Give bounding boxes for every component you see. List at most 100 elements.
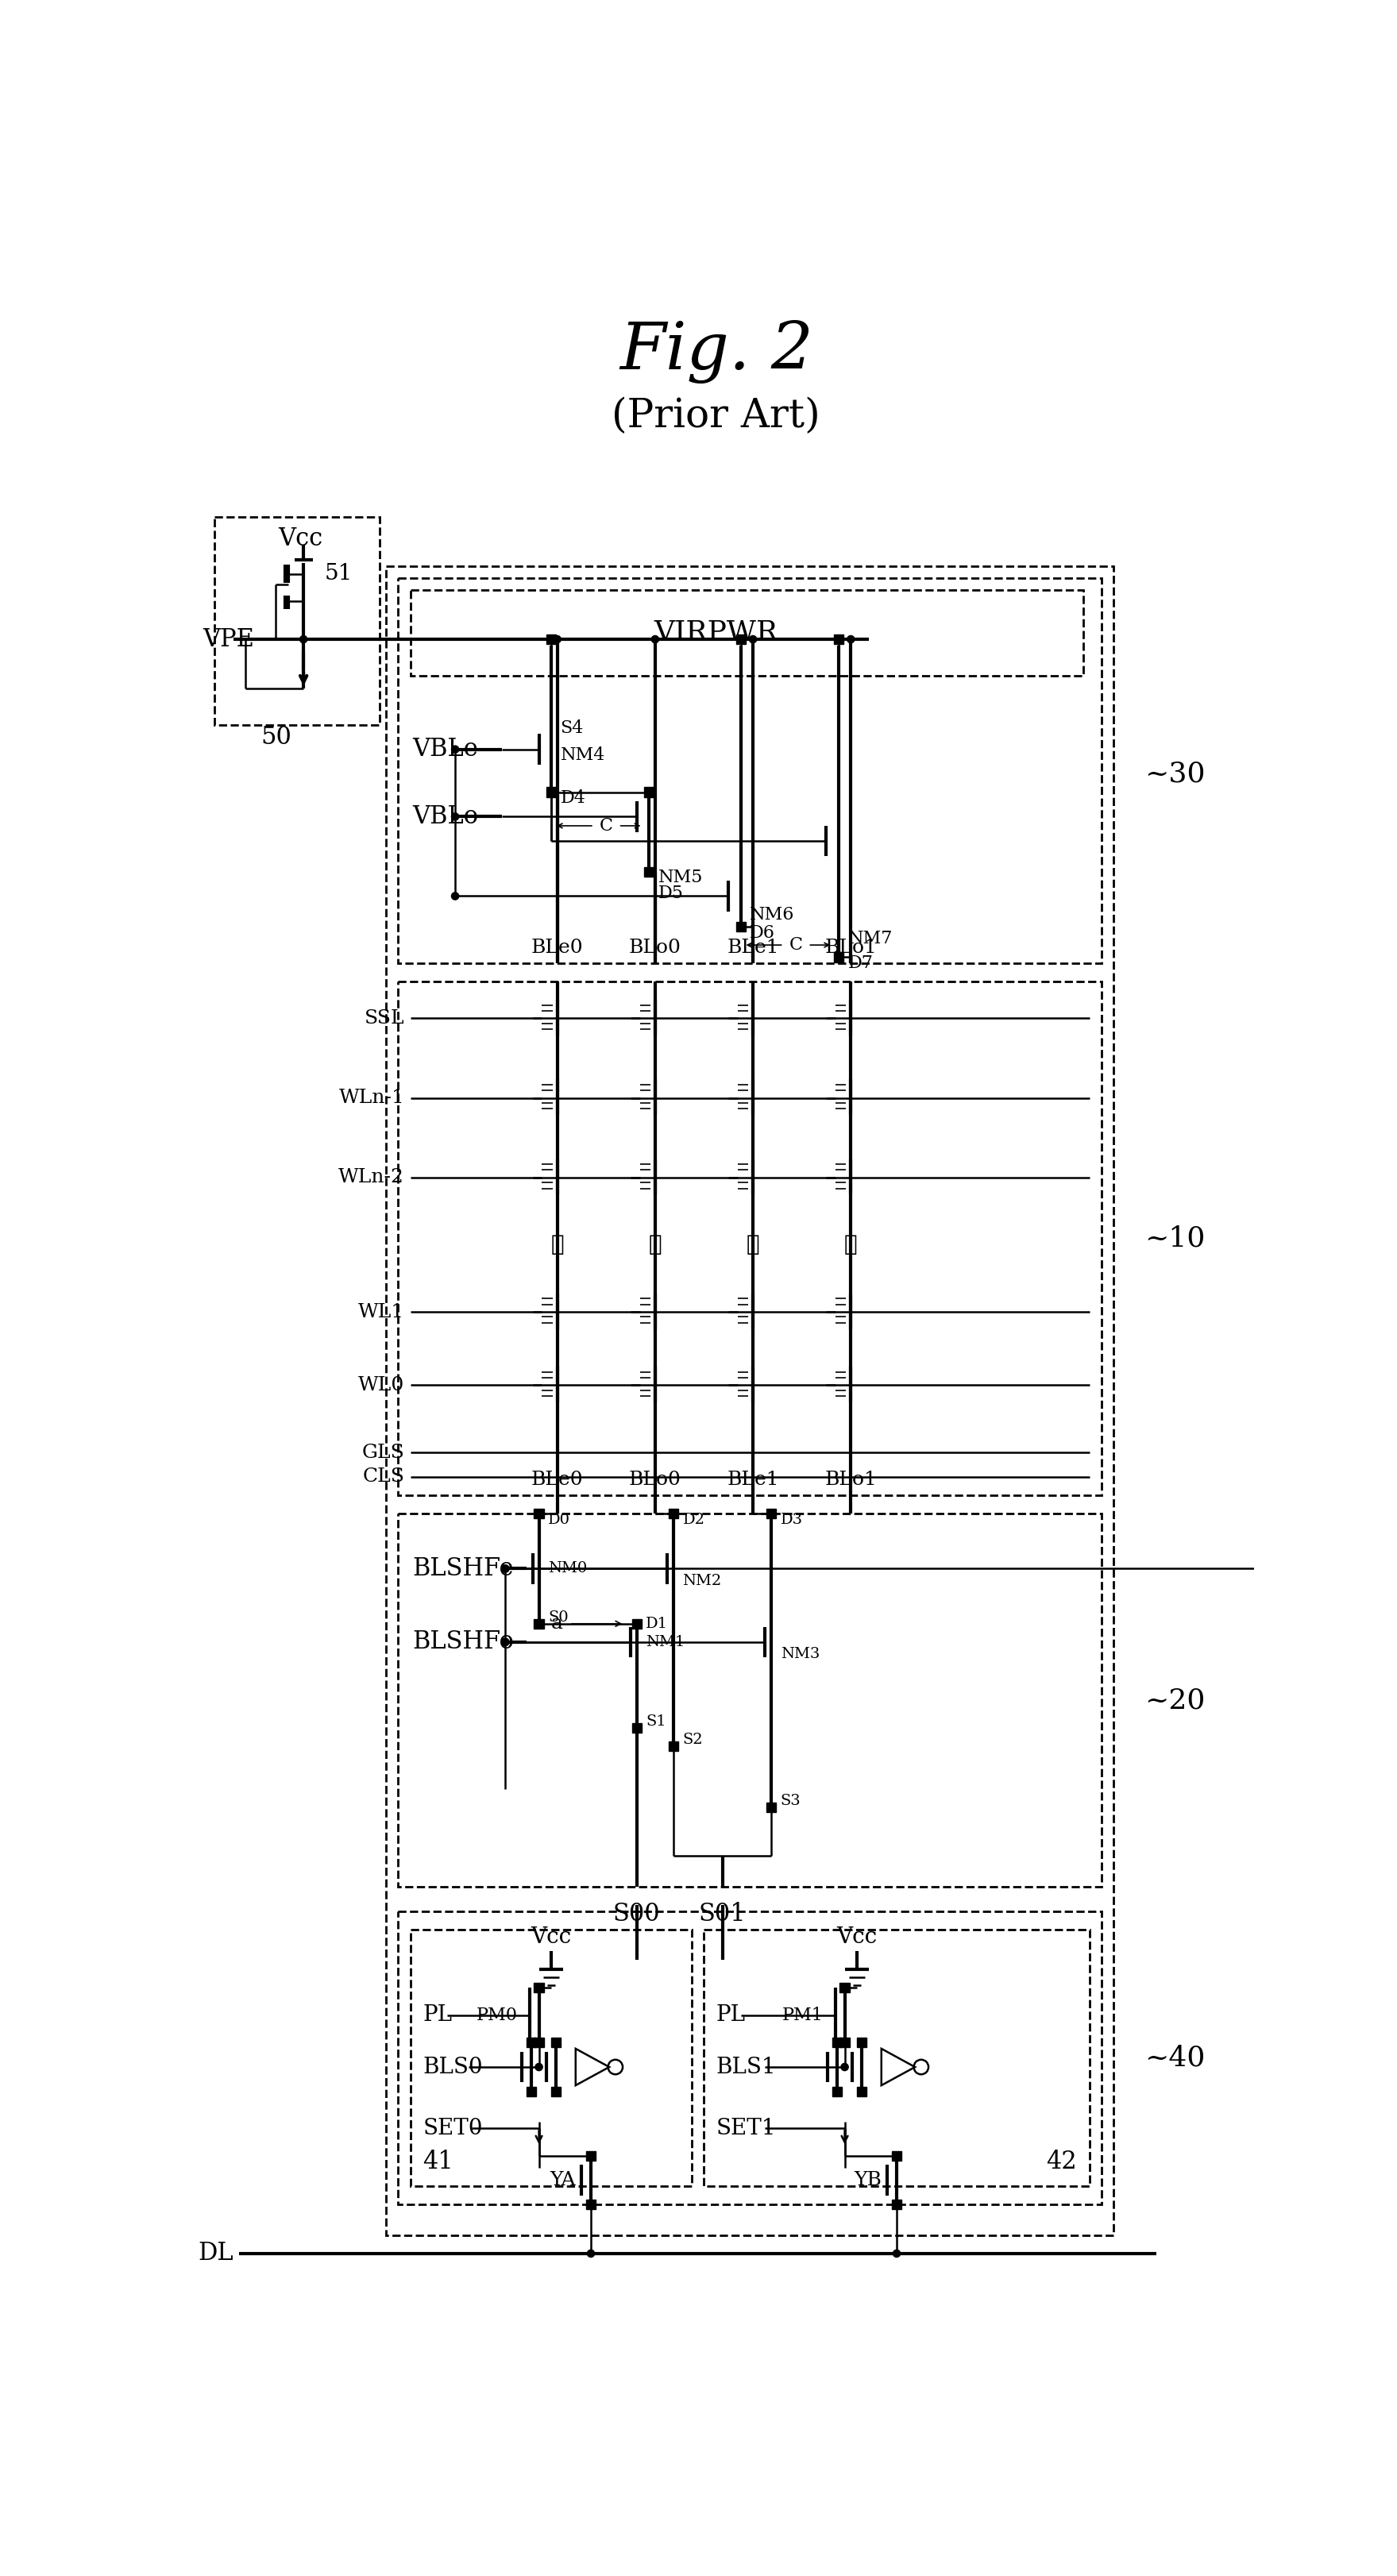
Text: S3: S3 <box>781 1793 800 1808</box>
Bar <box>834 634 844 644</box>
Text: S00: S00 <box>613 1901 661 1927</box>
Bar <box>833 2038 842 2048</box>
Bar <box>534 1618 543 1628</box>
Bar <box>644 788 654 796</box>
Bar <box>736 922 746 933</box>
Text: WL1: WL1 <box>358 1303 404 1321</box>
Bar <box>840 1984 849 1991</box>
Circle shape <box>502 1638 509 1646</box>
Text: S1: S1 <box>645 1716 666 1728</box>
Text: D0: D0 <box>548 1512 570 1528</box>
Bar <box>856 2038 866 2048</box>
Circle shape <box>300 636 307 644</box>
Text: SSL: SSL <box>365 1010 404 1028</box>
Text: BLo0: BLo0 <box>629 1471 682 1489</box>
Bar <box>833 2087 842 2097</box>
Circle shape <box>835 636 842 644</box>
Bar <box>631 1723 641 1734</box>
Bar <box>534 1984 543 1991</box>
Text: WLn-2: WLn-2 <box>338 1170 404 1188</box>
Text: BLe0: BLe0 <box>531 1471 584 1489</box>
Text: D5: D5 <box>658 884 683 902</box>
Text: 42: 42 <box>1046 2148 1077 2174</box>
Text: PM1: PM1 <box>782 2007 823 2025</box>
Bar <box>704 1929 1090 2187</box>
Bar <box>669 1741 679 1752</box>
Bar <box>552 2087 562 2097</box>
Bar <box>398 981 1102 1494</box>
Circle shape <box>841 1984 848 1991</box>
Text: YB: YB <box>854 2172 882 2190</box>
Text: Vcc: Vcc <box>531 1927 571 1947</box>
Text: DL: DL <box>198 2241 233 2267</box>
Text: 51: 51 <box>326 564 353 585</box>
Text: BLe1: BLe1 <box>726 1471 780 1489</box>
Bar <box>669 1510 679 1520</box>
Text: BLSHFe: BLSHFe <box>412 1556 514 1582</box>
Bar <box>398 1911 1102 2205</box>
Bar <box>585 2151 595 2161</box>
Bar <box>856 2087 866 2097</box>
Bar <box>534 2038 543 2048</box>
Bar <box>631 1618 641 1628</box>
Bar <box>644 866 654 876</box>
Text: PM0: PM0 <box>476 2007 517 2025</box>
Text: ⋯: ⋯ <box>648 1234 662 1255</box>
Circle shape <box>502 1638 509 1646</box>
Circle shape <box>451 744 458 752</box>
Text: NM5: NM5 <box>658 868 703 886</box>
Bar <box>736 634 746 644</box>
Text: YA: YA <box>549 2172 576 2190</box>
Text: ~30: ~30 <box>1144 760 1206 788</box>
Text: ⋯: ⋯ <box>550 1234 564 1255</box>
Text: CLS: CLS <box>362 1468 404 1486</box>
Circle shape <box>587 2249 595 2257</box>
Text: BLo1: BLo1 <box>824 940 877 958</box>
Circle shape <box>502 1566 509 1571</box>
Text: S4: S4 <box>560 719 584 737</box>
Bar <box>891 2200 901 2210</box>
Text: 50: 50 <box>260 724 292 750</box>
Circle shape <box>847 636 855 644</box>
Text: 41: 41 <box>423 2148 454 2174</box>
Bar <box>767 1803 777 1811</box>
Text: D1: D1 <box>645 1618 668 1631</box>
Bar <box>546 788 556 796</box>
Text: ~40: ~40 <box>1144 2045 1206 2071</box>
Text: S01: S01 <box>698 1901 746 1927</box>
Text: BLe0: BLe0 <box>531 940 584 958</box>
Circle shape <box>633 1620 640 1628</box>
Bar <box>546 634 556 644</box>
Bar <box>527 2087 536 2097</box>
Text: NM3: NM3 <box>781 1646 820 1662</box>
Bar <box>767 1510 777 1520</box>
Text: VBLe: VBLe <box>412 737 478 762</box>
Circle shape <box>548 636 555 644</box>
Text: D4: D4 <box>560 788 585 806</box>
Text: D7: D7 <box>848 956 873 971</box>
Text: C: C <box>599 817 613 835</box>
Text: BLSHFo: BLSHFo <box>412 1631 514 1654</box>
Bar <box>386 567 1113 2236</box>
Text: a: a <box>552 1615 563 1633</box>
Circle shape <box>535 1620 542 1628</box>
Text: PL: PL <box>717 2004 746 2025</box>
Circle shape <box>553 636 562 644</box>
Text: PL: PL <box>423 2004 453 2025</box>
Text: VBLo: VBLo <box>412 804 478 829</box>
Text: SET0: SET0 <box>423 2117 483 2138</box>
Text: BLS1: BLS1 <box>717 2056 777 2079</box>
Text: C: C <box>789 935 802 953</box>
Text: Fig. 2: Fig. 2 <box>619 319 813 384</box>
Text: WLn-1: WLn-1 <box>338 1090 404 1108</box>
Text: S2: S2 <box>683 1734 703 1747</box>
Bar <box>411 590 1083 675</box>
Circle shape <box>893 2249 900 2257</box>
Bar <box>834 953 844 963</box>
Text: NM7: NM7 <box>848 930 893 948</box>
Circle shape <box>841 2063 848 2071</box>
Text: Vcc: Vcc <box>278 526 323 551</box>
Text: NM1: NM1 <box>645 1636 685 1649</box>
Bar <box>527 2038 536 2048</box>
Circle shape <box>651 636 659 644</box>
